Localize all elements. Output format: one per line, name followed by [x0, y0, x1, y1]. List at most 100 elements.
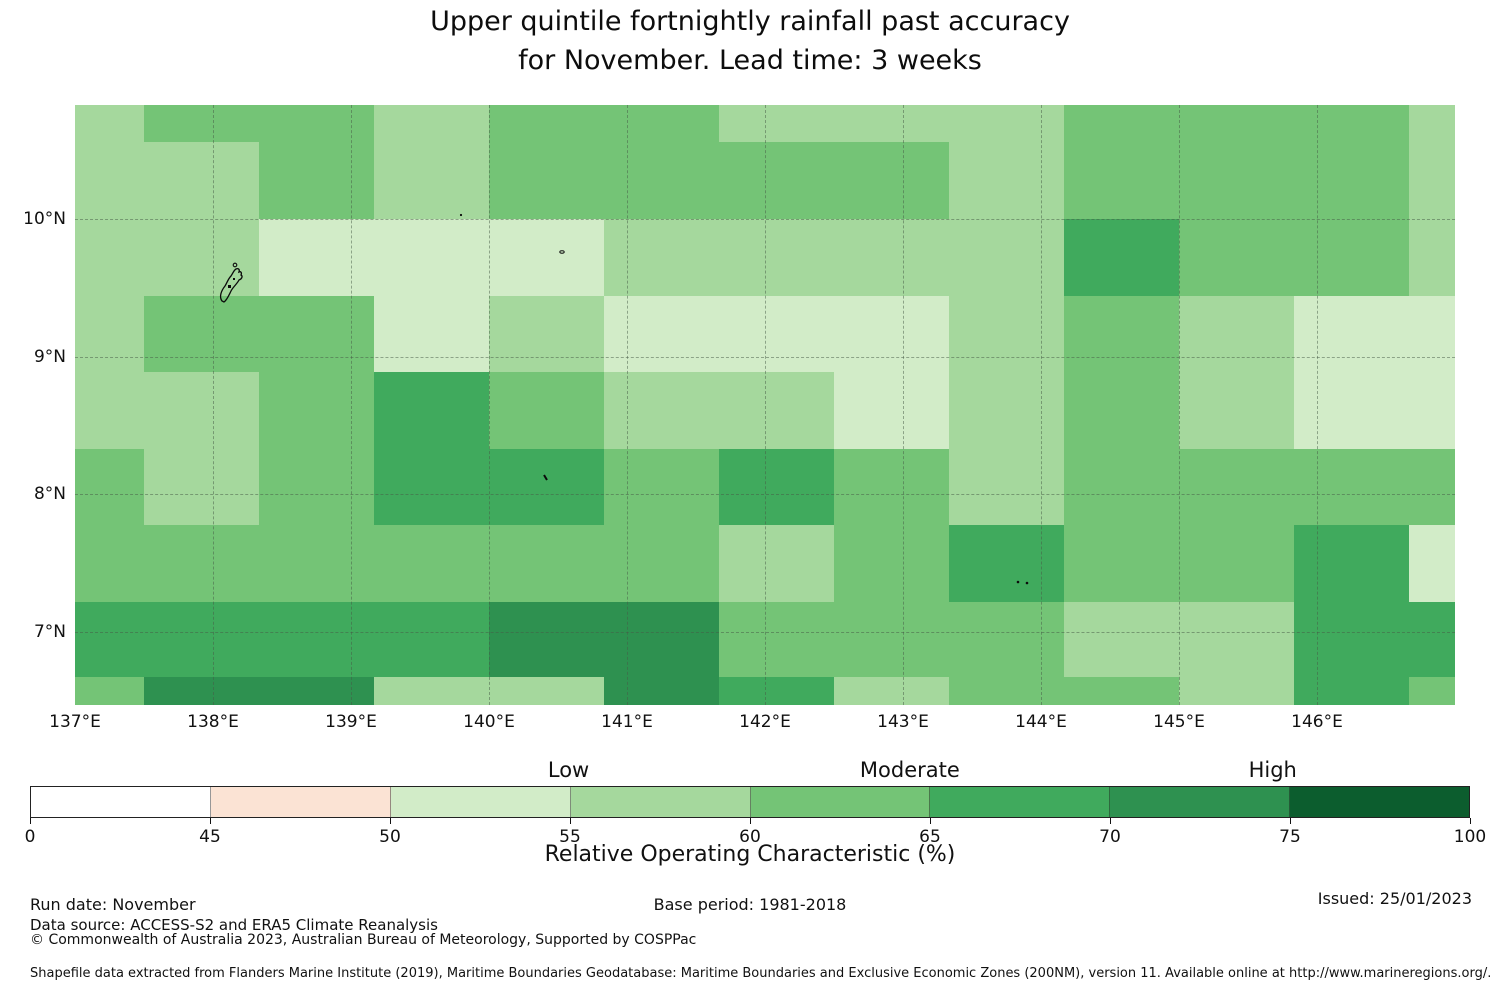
- footer-run-date: Run date: November: [30, 895, 196, 914]
- footer-data-source: Data source: ACCESS-S2 and ERA5 Climate …: [30, 916, 438, 934]
- map-cell: [719, 371, 834, 450]
- map-cell: [1409, 105, 1455, 143]
- map-cell: [948, 105, 1065, 143]
- colorbar-tick-label: 70: [1099, 827, 1121, 847]
- map-cell: [603, 142, 720, 220]
- colorbar-tick: [1110, 818, 1111, 824]
- map-cell: [948, 601, 1065, 678]
- map-cell: [948, 219, 1065, 297]
- map-cell: [834, 296, 949, 372]
- map-cell: [374, 524, 489, 602]
- map-cell: [1409, 449, 1455, 525]
- map-cell: [1293, 219, 1410, 297]
- y-tick-label: 7°N: [33, 622, 66, 643]
- colorbar-class-label: High: [1248, 758, 1297, 782]
- map-cell: [1179, 142, 1294, 220]
- map-cell: [144, 677, 259, 705]
- map-cell: [489, 219, 604, 297]
- map-cell: [258, 449, 375, 525]
- map-cell: [1409, 677, 1455, 705]
- map-cell: [1064, 142, 1179, 220]
- map-cell: [1293, 524, 1410, 602]
- map-cell: [489, 601, 604, 678]
- map-cell: [374, 142, 489, 220]
- gridline-meridian: [627, 105, 628, 705]
- x-tick-label: 140°E: [463, 712, 515, 732]
- map-cell: [834, 601, 949, 678]
- colorbar-tick-label: 0: [24, 827, 36, 847]
- chart-title: Upper quintile fortnightly rainfall past…: [0, 2, 1500, 80]
- map-cell: [834, 219, 949, 297]
- map-cell: [75, 371, 144, 450]
- map-cell: [719, 296, 834, 372]
- colorbar-bar: [30, 786, 1470, 818]
- map-cell: [834, 371, 949, 450]
- map-cell: [1293, 449, 1410, 525]
- map-cell: [489, 105, 604, 143]
- map-cell: [1409, 142, 1455, 220]
- map-cell: [719, 601, 834, 678]
- map-cell: [75, 601, 144, 678]
- map-cell: [374, 449, 489, 525]
- map-cell: [144, 142, 259, 220]
- colorbar-tick: [30, 818, 31, 824]
- map-cell: [1293, 601, 1410, 678]
- colorbar-tick: [390, 818, 391, 824]
- colorbar-tick: [930, 818, 931, 824]
- map-cell: [144, 219, 259, 297]
- colorbar-tick-label: 50: [379, 827, 401, 847]
- map-plot: 137°E 138°E 139°E 140°E 141°E 142°E 143°E 144°E…: [23, 105, 1455, 732]
- gridline-meridian: [765, 105, 766, 705]
- map-cell: [834, 105, 949, 143]
- map-cell: [1064, 105, 1179, 143]
- map-cell: [75, 142, 144, 220]
- gridline-parallel: [75, 632, 1455, 634]
- map-cell: [1179, 219, 1294, 297]
- map-cell: [144, 601, 259, 678]
- map-cell: [489, 142, 604, 220]
- colorbar-class-label: Moderate: [859, 758, 960, 782]
- map-cell: [1293, 105, 1410, 143]
- map-cell: [603, 601, 720, 678]
- colorbar-tick-label: 55: [559, 827, 581, 847]
- map-cell: [1179, 677, 1294, 705]
- map-cell: [603, 296, 720, 372]
- colorbar: Low Moderate High 0 45 50 55 60 65 70 75 100: [25, 758, 1487, 847]
- map-cell: [948, 371, 1065, 450]
- map-cell: [1064, 371, 1179, 450]
- footer-copyright: © Commonwealth of Australia 2023, Austra…: [30, 932, 697, 948]
- map-cell: [489, 524, 604, 602]
- map-cell: [719, 449, 834, 525]
- colorbar-class-label: Low: [547, 758, 590, 782]
- map-cell: [1179, 449, 1294, 525]
- colorbar-tick: [1470, 818, 1471, 824]
- x-tick-label: 146°E: [1291, 712, 1343, 732]
- map-cell: [1293, 142, 1410, 220]
- map-cell: [1064, 219, 1179, 297]
- colorbar-tick: [1290, 818, 1291, 824]
- gridline-parallel: [75, 494, 1455, 496]
- map-cell: [258, 601, 375, 678]
- map-cell: [1179, 371, 1294, 450]
- map-cell: [1293, 677, 1410, 705]
- colorbar-tick-label: 100: [1453, 827, 1487, 847]
- map-cell: [834, 677, 949, 705]
- map-cell: [489, 296, 604, 372]
- map-cell: [1409, 219, 1455, 297]
- y-tick-label: 8°N: [33, 484, 66, 505]
- map-cell: [1409, 296, 1455, 372]
- map-cell: [75, 677, 144, 705]
- chart-title-line2: for November. Lead time: 3 weeks: [518, 45, 982, 76]
- x-tick-label: 137°E: [49, 712, 101, 732]
- x-tick-label: 139°E: [325, 712, 377, 732]
- colorbar-tick: [570, 818, 571, 824]
- colorbar-segment: [31, 787, 211, 817]
- colorbar-tick-label: 65: [919, 827, 941, 847]
- gridline-parallel: [75, 219, 1455, 221]
- gridline-meridian: [489, 105, 490, 705]
- map-cell: [1179, 524, 1294, 602]
- map-cell: [1064, 449, 1179, 525]
- map-cell: [1293, 371, 1410, 450]
- gridline-meridian: [903, 105, 904, 705]
- gridline-meridian: [1317, 105, 1318, 705]
